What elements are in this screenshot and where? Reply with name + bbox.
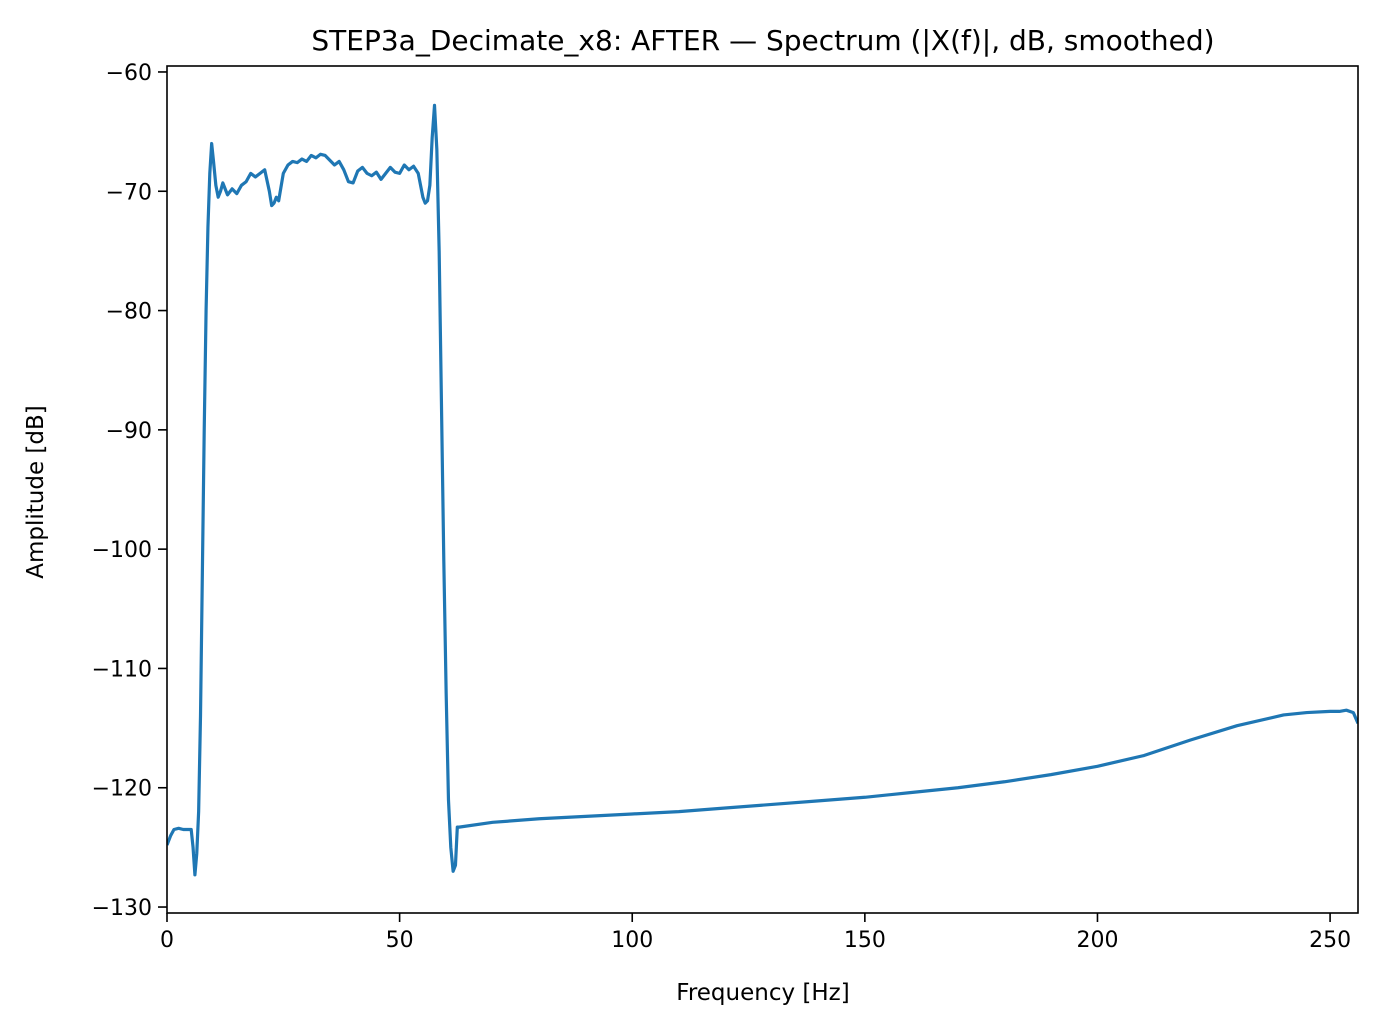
plot-area — [167, 103, 1358, 877]
chart-title: STEP3a_Decimate_x8: AFTER — Spectrum (|X… — [311, 24, 1214, 57]
x-tick-label: 50 — [386, 928, 414, 953]
x-tick-label: 250 — [1309, 928, 1351, 953]
y-axis-label: Amplitude [dB] — [23, 405, 49, 579]
y-tick-label: −100 — [92, 538, 152, 563]
y-tick-label: −60 — [106, 61, 152, 86]
y-tick-label: −120 — [92, 777, 152, 802]
y-tick-label: −90 — [106, 419, 152, 444]
y-tick-label: −130 — [92, 896, 152, 921]
x-tick-label: 200 — [1076, 928, 1118, 953]
x-axis: 0 50 100 150 200 250 — [160, 913, 1351, 953]
y-tick-label: −80 — [106, 300, 152, 325]
y-tick-label: −70 — [106, 180, 152, 205]
x-tick-label: 100 — [611, 928, 653, 953]
spectrum-series-line — [167, 103, 1358, 877]
y-axis: −60 −70 −80 −90 −100 −110 −120 −130 — [92, 61, 167, 921]
x-axis-label: Frequency [Hz] — [676, 980, 849, 1006]
x-tick-label: 0 — [160, 928, 174, 953]
x-tick-label: 150 — [844, 928, 886, 953]
y-tick-label: −110 — [92, 657, 152, 682]
plot-frame — [166, 65, 1359, 914]
